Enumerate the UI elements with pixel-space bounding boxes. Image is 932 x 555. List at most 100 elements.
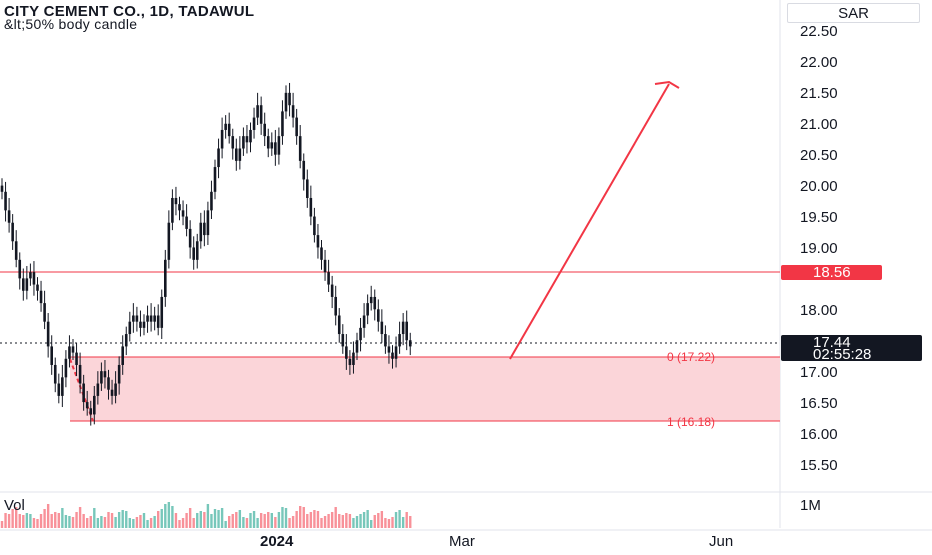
volume-bar xyxy=(68,516,71,528)
time-label-mar: Mar xyxy=(449,533,475,550)
volume-bar xyxy=(391,517,394,528)
candle-body xyxy=(153,315,156,322)
candle-body xyxy=(259,105,263,124)
volume-bar xyxy=(0,521,4,528)
volume-bar xyxy=(181,518,185,528)
candle-body xyxy=(341,334,345,347)
price-tick: 21.00 xyxy=(800,116,838,133)
candle-body xyxy=(85,402,89,409)
volume-bar xyxy=(64,515,68,528)
candle-body xyxy=(291,105,295,118)
price-axis[interactable]: 22.50 22.00 21.50 21.00 20.50 20.00 19.5… xyxy=(800,23,838,474)
volume-bar xyxy=(409,516,412,528)
symbol-title[interactable]: CITY CEMENT CO., 1D, TADAWUL xyxy=(4,3,255,20)
volume-bar xyxy=(188,508,192,528)
volume-bar xyxy=(78,507,82,528)
volume-bar xyxy=(299,506,302,528)
volume-bar xyxy=(43,509,46,528)
candle-body xyxy=(274,142,277,155)
volume-bar xyxy=(203,512,206,528)
candle-body xyxy=(128,321,132,335)
volume-bar xyxy=(320,518,323,528)
candle-body xyxy=(359,327,362,341)
candle-body xyxy=(213,167,217,192)
candle-body xyxy=(68,346,71,359)
candle-body xyxy=(270,142,274,149)
candle-body xyxy=(362,315,366,328)
volume-bar xyxy=(309,512,313,528)
resistance-price-badge[interactable] xyxy=(781,265,882,280)
candle-body xyxy=(313,216,316,236)
candle-body xyxy=(245,136,249,143)
candle-body xyxy=(380,321,384,335)
candle-body xyxy=(302,160,306,180)
candle-body xyxy=(188,228,192,248)
volume-bar xyxy=(224,521,227,528)
volume-bar xyxy=(306,514,309,528)
volume-bar xyxy=(316,511,320,528)
volume-bar xyxy=(291,516,295,528)
volume-bar xyxy=(75,512,78,528)
volume-bar xyxy=(160,509,163,528)
volume-bar xyxy=(217,510,220,528)
price-tick: 21.50 xyxy=(800,85,838,102)
volume-bar xyxy=(121,510,124,528)
candle-body xyxy=(227,123,231,137)
volume-bar xyxy=(61,508,64,528)
volume-bar xyxy=(313,510,316,528)
volume-bar xyxy=(22,515,25,528)
volume-bar xyxy=(142,513,146,528)
candle-body xyxy=(384,334,387,347)
volume-bar xyxy=(373,515,376,528)
candle-body xyxy=(352,352,355,365)
volume-bar xyxy=(220,508,224,528)
candle-body xyxy=(96,383,100,396)
candle-body xyxy=(156,315,160,328)
candle-body xyxy=(334,296,337,316)
candle-body xyxy=(277,136,281,155)
candle-body xyxy=(373,296,377,310)
candle-body xyxy=(46,321,50,347)
candle-body xyxy=(195,241,199,260)
fib-zone[interactable] xyxy=(70,357,780,421)
volume-bar xyxy=(370,520,373,528)
volume-bar xyxy=(235,512,238,528)
candle-body xyxy=(124,334,128,347)
candle-body xyxy=(394,346,398,359)
candle-body xyxy=(43,303,46,322)
volume-bar xyxy=(167,502,171,528)
candle-body xyxy=(337,315,341,335)
candle-body xyxy=(142,321,146,328)
candle-body xyxy=(323,259,327,273)
volume-bar xyxy=(103,517,107,528)
volume-bar xyxy=(171,506,174,528)
volume-bar xyxy=(18,514,21,528)
candle-body xyxy=(231,136,235,149)
volume-bar xyxy=(249,513,252,528)
price-tick: 18.00 xyxy=(800,302,838,319)
price-tick: 19.00 xyxy=(800,240,838,257)
volume-axis-label: 1M xyxy=(800,497,821,514)
price-tick: 16.50 xyxy=(800,395,838,412)
last-price-badge[interactable] xyxy=(781,335,922,361)
volume-bar xyxy=(348,514,352,528)
volume-bar xyxy=(366,510,369,528)
volume-bar xyxy=(93,508,96,528)
candle-body xyxy=(210,191,213,211)
volume-bar xyxy=(164,504,167,528)
candle-body xyxy=(263,123,266,137)
indicator-title[interactable]: &lt;50% body candle xyxy=(4,16,138,32)
currency-button[interactable]: SAR xyxy=(787,3,920,23)
volume-bar xyxy=(401,517,405,528)
candle-body xyxy=(401,321,405,335)
volume-bar xyxy=(71,517,75,528)
candle-body xyxy=(14,241,18,260)
projection-arrow[interactable] xyxy=(509,83,670,360)
volume-bar xyxy=(192,518,195,528)
volume-bar xyxy=(157,511,160,528)
projection-arrow-head xyxy=(654,80,680,89)
volume-bar xyxy=(394,512,398,528)
volume-bar xyxy=(107,512,110,528)
